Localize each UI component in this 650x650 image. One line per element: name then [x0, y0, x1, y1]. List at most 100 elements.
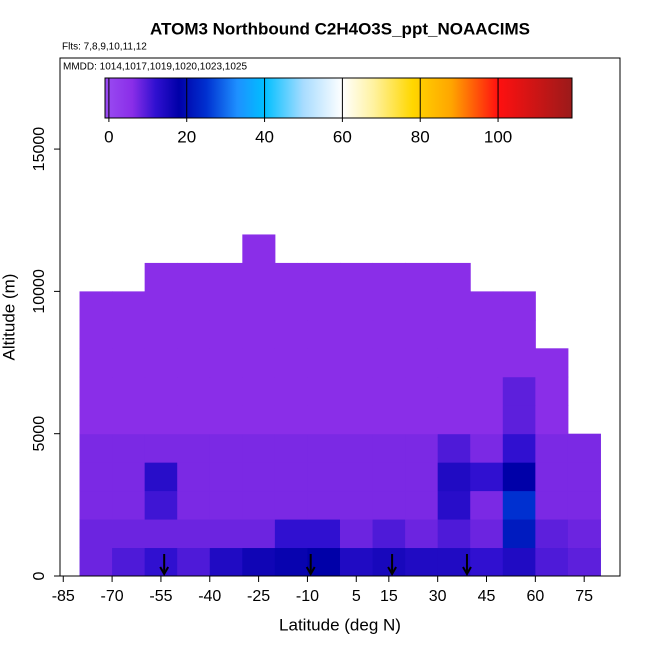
cell: [79, 376, 113, 406]
cell: [502, 291, 536, 321]
cell: [79, 291, 113, 321]
cell: [242, 405, 276, 435]
curtain: [79, 234, 601, 577]
colorbar-tick-label: 0: [104, 127, 113, 146]
arrow-head: [305, 566, 316, 577]
colorbar-tick-label: 40: [255, 127, 274, 146]
cell: [502, 348, 536, 378]
cell: [567, 547, 601, 577]
cell: [79, 405, 113, 435]
cell: [144, 490, 178, 520]
chart-title: ATOM3 Northbound C2H4O3S_ppt_NOAACIMS: [150, 19, 530, 38]
cell: [405, 405, 439, 435]
cell: [274, 319, 308, 349]
cell: [144, 519, 178, 549]
cell: [405, 262, 439, 292]
cell: [209, 348, 243, 378]
cell: [274, 376, 308, 406]
cell: [470, 376, 504, 406]
cell: [437, 519, 471, 549]
cell: [437, 376, 471, 406]
colorbar-tick-label: 20: [177, 127, 196, 146]
cell: [79, 490, 113, 520]
cell: [470, 405, 504, 435]
cell: [502, 376, 536, 406]
overlay: 0 20 40 60 80 100: [104, 77, 573, 577]
x-tick-label: 60: [526, 588, 544, 605]
cell: [372, 348, 406, 378]
cell: [470, 490, 504, 520]
x-tick-label: 5: [352, 588, 361, 605]
cell: [567, 462, 601, 492]
cell: [144, 348, 178, 378]
cell: [242, 291, 276, 321]
cell: [372, 462, 406, 492]
cell: [340, 490, 374, 520]
cell: [405, 490, 439, 520]
cell: [437, 319, 471, 349]
cell: [242, 433, 276, 463]
cell: [79, 547, 113, 577]
cell: [79, 519, 113, 549]
cell: [307, 376, 341, 406]
cell: [79, 348, 113, 378]
cell: [209, 405, 243, 435]
flight-arrow: [462, 554, 472, 577]
cell: [340, 547, 374, 577]
cell: [144, 319, 178, 349]
cell: [112, 490, 146, 520]
cell: [307, 262, 341, 292]
cell: [437, 262, 471, 292]
cell: [274, 547, 308, 577]
cell: [437, 490, 471, 520]
colorbar-tick-label: 80: [411, 127, 430, 146]
cell: [502, 547, 536, 577]
cell: [567, 433, 601, 463]
cell: [470, 547, 504, 577]
x-tick-label: 75: [575, 588, 593, 605]
cell: [372, 405, 406, 435]
cell: [340, 519, 374, 549]
cell: [340, 348, 374, 378]
cell: [209, 291, 243, 321]
x-tick-label: -25: [247, 588, 270, 605]
flight-arrow: [159, 554, 170, 577]
cell: [470, 348, 504, 378]
cell: [502, 462, 536, 492]
cell: [405, 348, 439, 378]
cell: [112, 405, 146, 435]
cell: [405, 319, 439, 349]
cell: [307, 405, 341, 435]
cell: [405, 519, 439, 549]
cell: [372, 291, 406, 321]
cell: [112, 462, 146, 492]
cell: [144, 433, 178, 463]
cell: [307, 490, 341, 520]
cell: [79, 433, 113, 463]
y-axis-label: Altitude (m): [0, 274, 18, 361]
x-tick-label: 30: [429, 588, 447, 605]
cell: [242, 519, 276, 549]
cell: [307, 291, 341, 321]
cell: [242, 348, 276, 378]
x-tick-label: -10: [296, 588, 319, 605]
cell: [144, 376, 178, 406]
cell: [307, 348, 341, 378]
cell: [274, 348, 308, 378]
cell: [209, 490, 243, 520]
cell: [177, 490, 211, 520]
y-tick-label: 10000: [31, 269, 48, 314]
x-tick-label: -70: [101, 588, 124, 605]
cell: [242, 319, 276, 349]
cell: [144, 291, 178, 321]
cell: [535, 490, 569, 520]
cell: [307, 433, 341, 463]
cell: [535, 462, 569, 492]
cell: [79, 462, 113, 492]
cell: [209, 519, 243, 549]
cell: [567, 490, 601, 520]
cell: [372, 519, 406, 549]
cell: [405, 547, 439, 577]
arrow-head: [462, 566, 472, 577]
x-tick-label: -40: [198, 588, 221, 605]
